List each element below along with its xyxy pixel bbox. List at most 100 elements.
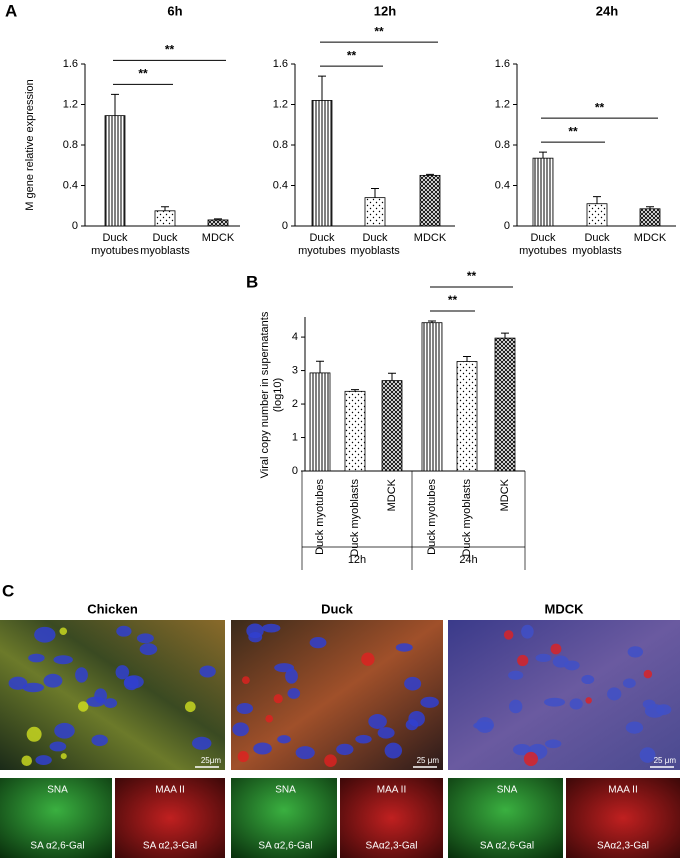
- cell-nucleus: [405, 719, 419, 731]
- cell-nucleus: [28, 653, 45, 663]
- group-label: 12h: [348, 554, 366, 566]
- y-tick-label: 1.2: [63, 98, 78, 110]
- micrograph: [115, 778, 225, 858]
- y-axis-label: Viral copy number in supernatants (log10…: [259, 311, 284, 479]
- cell-nucleus: [136, 633, 154, 644]
- error-bar: [371, 188, 379, 198]
- cell-nucleus: [420, 696, 439, 708]
- y-tick-label: 0.8: [63, 139, 78, 151]
- significance-label: **: [568, 124, 578, 138]
- y-tick-label: 1.6: [63, 58, 78, 70]
- panel-label: C: [2, 581, 14, 600]
- stain-spot: [517, 654, 529, 667]
- significance-label: **: [448, 293, 458, 307]
- bar: [154, 210, 176, 227]
- cell-nucleus: [103, 698, 118, 709]
- cell-nucleus: [404, 676, 422, 691]
- cell-nucleus: [22, 682, 45, 693]
- x-tick-label: MDCK: [386, 478, 398, 511]
- y-tick-label: 0.4: [495, 179, 510, 191]
- bar: [494, 337, 516, 472]
- y-tick-label: 2: [292, 398, 298, 410]
- error-bar: [539, 151, 547, 159]
- stain-spot: [550, 643, 562, 655]
- y-tick-label: 0: [72, 220, 78, 232]
- cell-nucleus: [627, 646, 644, 658]
- cell-nucleus: [262, 623, 281, 633]
- cell-nucleus: [285, 668, 298, 684]
- stain-target: SA α2,6-Gal: [258, 841, 312, 852]
- bar: [364, 197, 386, 227]
- chart-title: 24h: [596, 3, 618, 18]
- stain-target: SA α2,6-Gal: [30, 841, 84, 852]
- y-tick-label: 1.2: [495, 98, 510, 110]
- bar: [207, 219, 229, 227]
- x-tick-label: MDCK: [413, 232, 447, 244]
- stain-spot: [60, 753, 67, 760]
- cell-nucleus: [622, 678, 636, 689]
- cell-nucleus: [53, 655, 73, 665]
- cell-nucleus: [508, 670, 524, 680]
- error-bar: [111, 93, 119, 116]
- stain-spot: [273, 694, 283, 704]
- cell-nucleus: [569, 698, 583, 710]
- x-tick-label: Duck myoblasts: [140, 232, 190, 257]
- stain-name: MAA II: [155, 785, 184, 796]
- y-tick-label: 0: [282, 220, 288, 232]
- cell-nucleus: [564, 660, 580, 671]
- y-tick-label: 1.6: [273, 58, 288, 70]
- cell-nucleus: [236, 702, 253, 714]
- bar: [639, 208, 661, 227]
- image-title: Duck: [321, 601, 354, 616]
- y-tick-label: 0: [292, 465, 298, 477]
- micrograph: [566, 778, 680, 858]
- significance-label: **: [467, 269, 477, 283]
- error-bar: [388, 372, 396, 381]
- cell-nucleus: [139, 643, 158, 656]
- cell-nucleus: [54, 722, 75, 739]
- cell-nucleus: [509, 699, 523, 714]
- cell-nucleus: [544, 697, 566, 707]
- chart-title: 6h: [167, 3, 182, 18]
- group-label: 24h: [459, 554, 477, 566]
- cell-layer: [8, 623, 672, 768]
- cell-nucleus: [521, 624, 534, 639]
- cell-nucleus: [49, 741, 67, 752]
- error-bar: [351, 389, 359, 392]
- bar: [309, 372, 331, 472]
- cell-nucleus: [191, 736, 212, 750]
- cell-nucleus: [377, 727, 395, 739]
- micrograph: [448, 778, 563, 858]
- stain-spot: [237, 751, 249, 763]
- significance-label: **: [165, 43, 175, 57]
- cell-nucleus: [476, 717, 494, 733]
- significance-label: **: [595, 100, 605, 114]
- x-tick-label: MDCK: [633, 232, 667, 244]
- micrograph: [231, 778, 337, 858]
- micrograph: [340, 778, 443, 858]
- x-tick-label: MDCK: [499, 478, 511, 511]
- stain-target: SA α2,3-Gal: [143, 841, 197, 852]
- bar: [311, 100, 333, 227]
- error-bar: [463, 356, 471, 362]
- cell-nucleus: [253, 742, 272, 755]
- error-bar: [318, 75, 326, 101]
- stain-spot: [585, 697, 592, 704]
- cell-nucleus: [639, 747, 656, 763]
- stain-spot: [523, 751, 538, 767]
- image-title: Chicken: [87, 601, 138, 616]
- cell-nucleus: [34, 626, 56, 643]
- error-bar: [646, 206, 654, 209]
- image-title: MDCK: [545, 601, 585, 616]
- stain-spot: [26, 726, 42, 742]
- significance-label: **: [347, 48, 357, 62]
- cell-nucleus: [248, 631, 263, 643]
- error-bar: [426, 173, 434, 176]
- cell-nucleus: [43, 673, 63, 688]
- cell-nucleus: [8, 676, 28, 690]
- cell-nucleus: [355, 734, 372, 744]
- bar: [104, 115, 126, 227]
- stain-name: SNA: [275, 785, 296, 796]
- bar: [586, 203, 608, 227]
- x-tick-label: Duck myotubes: [426, 479, 438, 555]
